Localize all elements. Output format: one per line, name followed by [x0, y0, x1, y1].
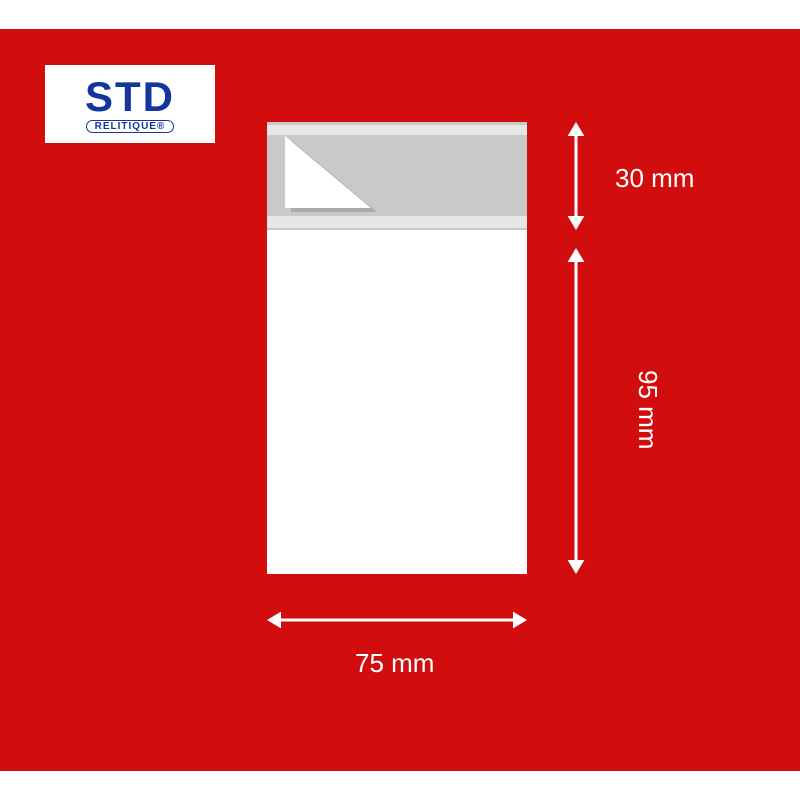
canvas: STD RELITIQUE® 30 mm 95 mm 75 mm [0, 0, 800, 800]
width-label: 75 mm [355, 648, 434, 679]
flap-height-label: 30 mm [615, 163, 694, 194]
brand-logo: STD RELITIQUE® [45, 65, 215, 143]
body-height-label: 95 mm [632, 370, 663, 449]
logo-main-text: STD [85, 76, 175, 118]
flap-highlight-top [267, 125, 527, 135]
flap-highlight-bottom [267, 216, 527, 228]
logo-sub-text: RELITIQUE® [86, 120, 175, 133]
peel-corner [285, 136, 371, 208]
product-pouch [267, 122, 527, 574]
